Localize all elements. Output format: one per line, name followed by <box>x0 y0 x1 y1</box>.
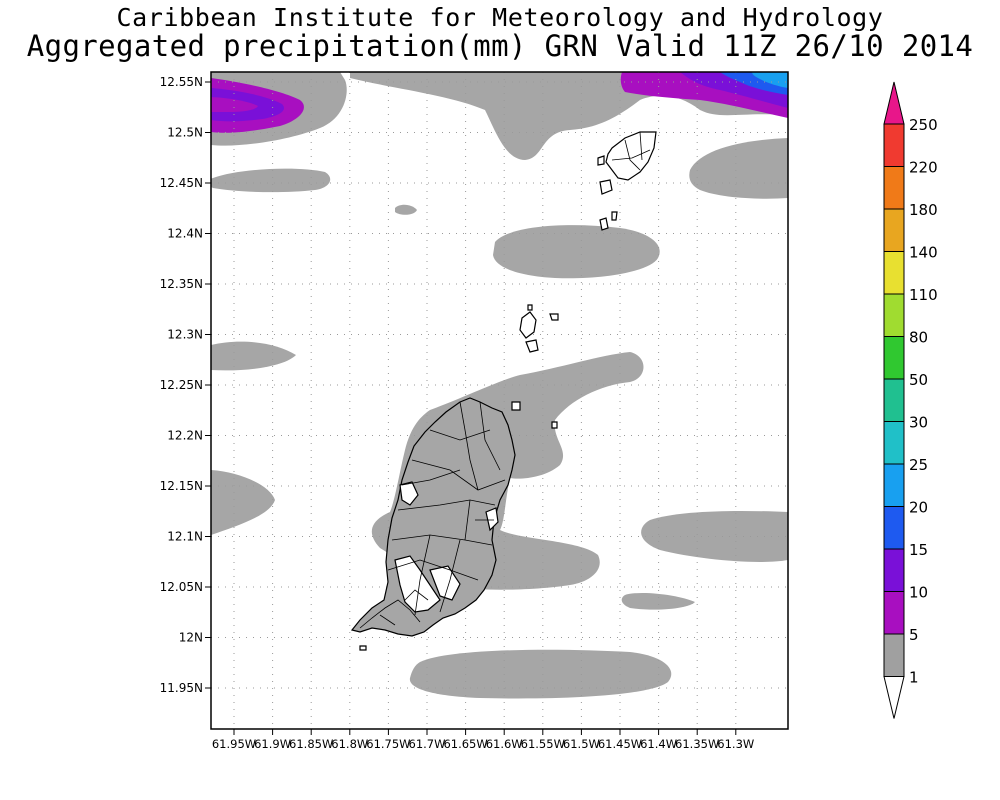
legend-color-box <box>883 463 905 507</box>
lat-tick-label: 12.2N <box>167 429 203 443</box>
lon-tick-label: 61.6W <box>486 737 523 751</box>
grenada-island <box>350 397 516 637</box>
legend-level-label: 180 <box>909 201 938 219</box>
legend-arrow-top <box>883 81 905 125</box>
lon-tick-label: 61.3W <box>717 737 754 751</box>
legend-color-box <box>883 123 905 167</box>
lon-tick-label: 61.85W <box>289 737 333 751</box>
legend-level-label: 30 <box>909 414 928 432</box>
lon-tick-label: 61.55W <box>521 737 565 751</box>
plot-frame <box>210 71 789 730</box>
legend-color-box <box>883 633 905 677</box>
legend-level-label: 1 <box>909 669 919 687</box>
legend-color-box <box>883 591 905 635</box>
legend-level-label: 140 <box>909 244 938 262</box>
lon-tick-label: 61.5W <box>563 737 600 751</box>
lon-tick-label: 61.65W <box>443 737 487 751</box>
lat-tick-label: 12.1N <box>167 530 203 544</box>
lat-tick-label: 12.45N <box>160 176 203 190</box>
legend-level-label: 50 <box>909 371 928 389</box>
lon-tick-label: 61.45W <box>598 737 642 751</box>
carriacou-island <box>597 131 657 231</box>
lat-tick-label: 12.05N <box>160 580 203 594</box>
lon-tick-label: 61.9W <box>254 737 291 751</box>
legend-color-box <box>883 336 905 380</box>
lon-tick-label: 61.75W <box>366 737 410 751</box>
lat-tick-label: 12.15N <box>160 479 203 493</box>
legend-level-label: 5 <box>909 626 919 644</box>
legend-level-label: 25 <box>909 456 928 474</box>
lat-tick-label: 12.35N <box>160 277 203 291</box>
legend-color-box <box>883 251 905 295</box>
precipitation-legend: 250 220 180 140 110 80 50 30 25 20 15 10 5 1 <box>883 81 938 719</box>
chart-title-institute: Caribbean Institute for Meteorology and … <box>116 3 884 32</box>
legend-level-label: 250 <box>909 116 938 134</box>
lon-tick-label: 61.35W <box>675 737 719 751</box>
legend-color-box <box>883 506 905 550</box>
lon-tick-label: 61.8W <box>331 737 368 751</box>
precip-areas-5-20mm-east <box>620 72 788 118</box>
legend-color-box <box>883 378 905 422</box>
legend-level-label: 80 <box>909 329 928 347</box>
legend-level-label: 220 <box>909 159 938 177</box>
lon-tick-label: 61.4W <box>640 737 677 751</box>
lat-tick-label: 11.95N <box>160 681 203 695</box>
lat-tick-label: 12.3N <box>167 328 203 342</box>
legend-level-label: 110 <box>909 286 938 304</box>
lat-tick-label: 12.55N <box>160 75 203 89</box>
chart-title-product: Aggregated precipitation(mm) GRN Valid 1… <box>26 29 974 63</box>
legend-level-label: 10 <box>909 584 928 602</box>
precip-areas-5-15mm-west <box>211 78 304 133</box>
legend-arrow-bottom <box>883 676 905 719</box>
lat-tick-label: 12N <box>179 631 203 645</box>
lat-tick-label: 12.25N <box>160 378 203 392</box>
lat-tick-label: 12.5N <box>167 126 203 140</box>
legend-color-box <box>883 421 905 465</box>
lon-tick-label: 61.95W <box>212 737 256 751</box>
longitude-axis: 61.95W61.9W61.85W61.8W61.75W61.7W61.65W6… <box>212 729 754 751</box>
lat-tick-label: 12.4N <box>167 227 203 241</box>
legend-color-box <box>883 166 905 210</box>
legend-level-label: 20 <box>909 499 928 517</box>
legend-level-label: 15 <box>909 541 928 559</box>
small-islands <box>359 304 559 651</box>
legend-color-box <box>883 208 905 252</box>
lon-tick-label: 61.7W <box>409 737 446 751</box>
legend-color-box <box>883 293 905 337</box>
legend-color-box <box>883 548 905 592</box>
latitude-axis: 12.55N 12.5N 12.45N 12.4N 12.35N 12.3N 12.25N 1… <box>160 75 211 695</box>
